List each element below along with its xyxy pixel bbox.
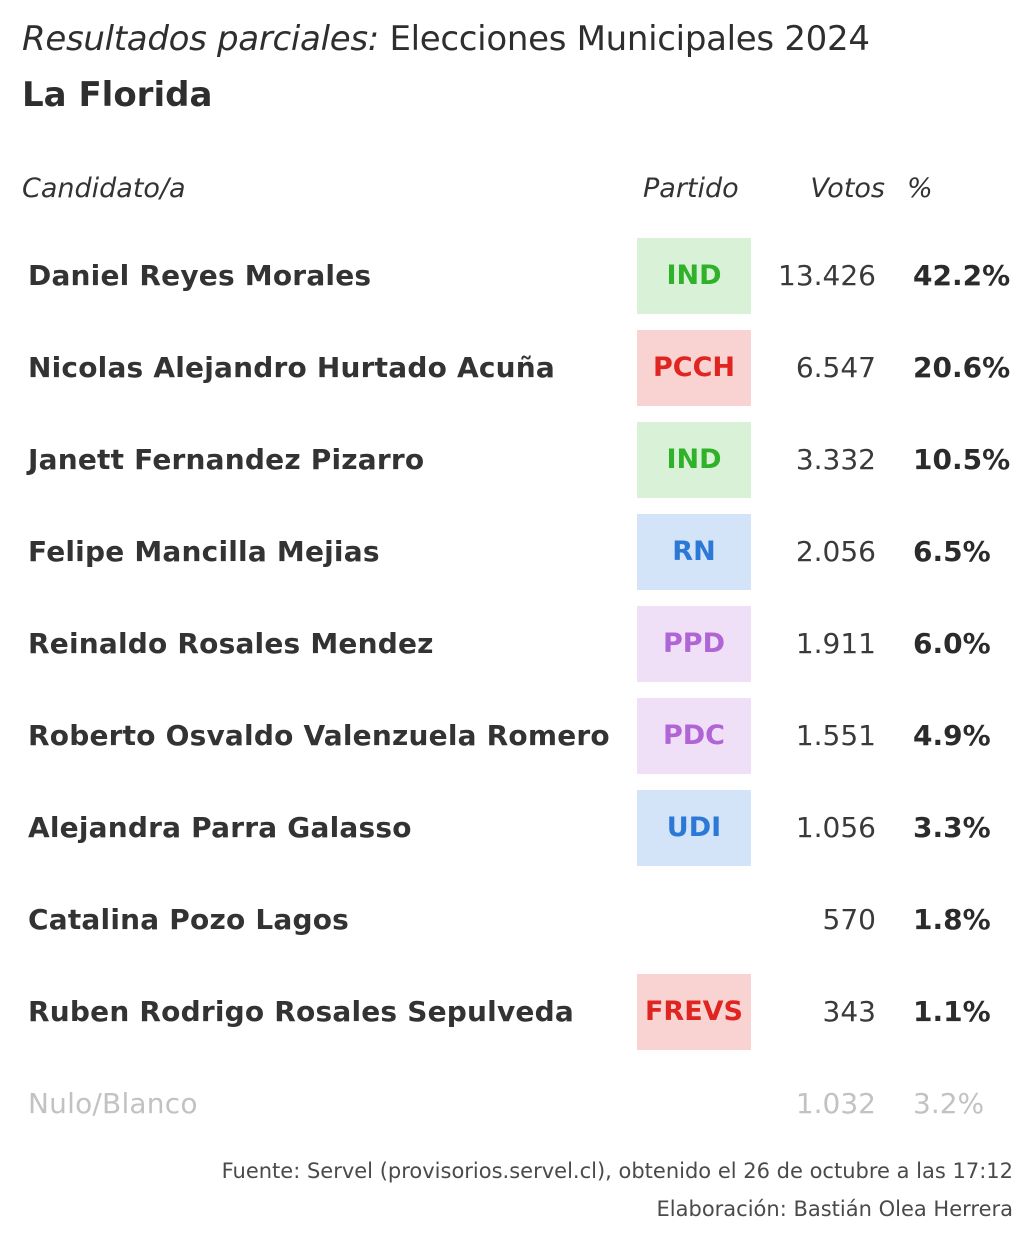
column-header-pct: % bbox=[907, 173, 933, 204]
source-note: Fuente: Servel (provisorios.servel.cl), … bbox=[221, 1159, 1013, 1183]
candidate-name: Reinaldo Rosales Mendez bbox=[28, 627, 434, 660]
party-badge: IND bbox=[637, 238, 751, 314]
pct-value: 1.8% bbox=[913, 903, 991, 936]
candidate-name: Janett Fernandez Pizarro bbox=[28, 443, 425, 476]
table-row: Alejandra Parra Galasso UDI 1.056 3.3% bbox=[0, 790, 1032, 866]
votes-value: 1.032 bbox=[795, 1087, 876, 1120]
votes-value: 3.332 bbox=[795, 443, 876, 476]
pct-value: 42.2% bbox=[913, 259, 1011, 292]
candidate-name: Ruben Rodrigo Rosales Sepulveda bbox=[28, 995, 574, 1028]
votes-value: 6.547 bbox=[795, 351, 876, 384]
party-badge: PPD bbox=[637, 606, 751, 682]
pct-value: 3.3% bbox=[913, 811, 991, 844]
votes-value: 1.911 bbox=[795, 627, 876, 660]
chart-title: Resultados parciales: Elecciones Municip… bbox=[22, 16, 870, 62]
table-row: Ruben Rodrigo Rosales Sepulveda FREVS 343 1… bbox=[0, 974, 1032, 1050]
pct-value: 6.5% bbox=[913, 535, 991, 568]
pct-value: 20.6% bbox=[913, 351, 1011, 384]
votes-value: 13.426 bbox=[778, 259, 876, 292]
party-badge: PDC bbox=[637, 698, 751, 774]
pct-value: 4.9% bbox=[913, 719, 991, 752]
pct-value: 1.1% bbox=[913, 995, 991, 1028]
candidate-name: Catalina Pozo Lagos bbox=[28, 903, 350, 936]
votes-value: 570 bbox=[822, 903, 876, 936]
table-row: Nicolas Alejandro Hurtado Acuña PCCH 6.547… bbox=[0, 330, 1032, 406]
column-header-votes: Votos bbox=[810, 173, 885, 204]
candidate-name: Daniel Reyes Morales bbox=[28, 259, 372, 292]
credit-note: Elaboración: Bastián Olea Herrera bbox=[656, 1197, 1013, 1221]
pct-value: 6.0% bbox=[913, 627, 991, 660]
votes-value: 343 bbox=[822, 995, 876, 1028]
table-row: Catalina Pozo Lagos 570 1.8% bbox=[0, 882, 1032, 958]
table-row: Felipe Mancilla Mejias RN 2.056 6.5% bbox=[0, 514, 1032, 590]
title-italic: Resultados parciales: bbox=[22, 19, 379, 59]
candidate-name: Felipe Mancilla Mejias bbox=[28, 535, 380, 568]
candidate-name: Roberto Osvaldo Valenzuela Romero bbox=[28, 719, 610, 752]
pct-value: 3.2% bbox=[913, 1087, 985, 1120]
table-row: Janett Fernandez Pizarro IND 3.332 10.5% bbox=[0, 422, 1032, 498]
chart-subtitle: La Florida bbox=[22, 75, 213, 115]
candidate-name: Nicolas Alejandro Hurtado Acuña bbox=[28, 351, 556, 384]
table-row: Reinaldo Rosales Mendez PPD 1.911 6.0% bbox=[0, 606, 1032, 682]
party-badge: FREVS bbox=[637, 974, 751, 1050]
party-badge: UDI bbox=[637, 790, 751, 866]
table-row: Daniel Reyes Morales IND 13.426 42.2% bbox=[0, 238, 1032, 314]
party-badge: RN bbox=[637, 514, 751, 590]
column-header-party: Partido bbox=[643, 173, 739, 204]
votes-value: 2.056 bbox=[795, 535, 876, 568]
title-rest: Elecciones Municipales 2024 bbox=[378, 19, 870, 59]
party-badge: IND bbox=[637, 422, 751, 498]
votes-value: 1.056 bbox=[795, 811, 876, 844]
column-header-candidate: Candidato/a bbox=[22, 173, 186, 204]
candidate-name: Alejandra Parra Galasso bbox=[28, 811, 412, 844]
table-row: Nulo/Blanco 1.032 3.2% bbox=[0, 1066, 1032, 1142]
votes-value: 1.551 bbox=[795, 719, 876, 752]
party-badge: PCCH bbox=[637, 330, 751, 406]
pct-value: 10.5% bbox=[913, 443, 1011, 476]
table-row: Roberto Osvaldo Valenzuela Romero PDC 1.55… bbox=[0, 698, 1032, 774]
candidate-name: Nulo/Blanco bbox=[28, 1087, 198, 1120]
